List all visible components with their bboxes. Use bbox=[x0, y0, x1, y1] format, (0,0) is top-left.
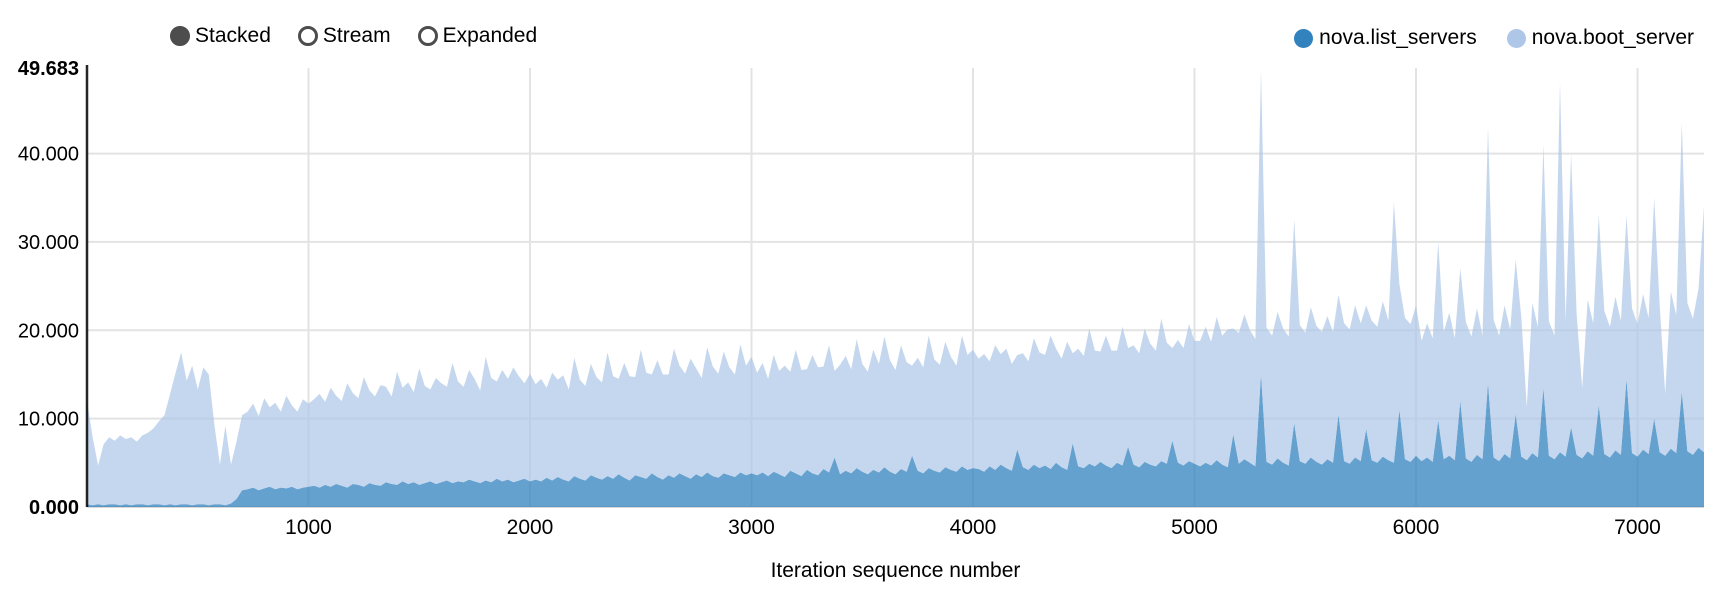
y-axis-tick-label: 49.683 bbox=[18, 58, 79, 80]
chart-mode-controls: Stacked Stream Expanded bbox=[170, 24, 537, 48]
area-nova-boot-server[interactable] bbox=[87, 69, 1704, 506]
series-color-dot-icon bbox=[1294, 28, 1314, 48]
y-axis-tick-label: 40.000 bbox=[18, 144, 79, 166]
radio-unselected-icon bbox=[417, 26, 438, 46]
legend-item-list-servers[interactable]: nova.list_servers bbox=[1294, 26, 1477, 50]
y-axis-tick-label: 10.000 bbox=[18, 409, 79, 431]
area-nova-list-servers[interactable] bbox=[87, 374, 1704, 508]
y-axis-tick-label: 30.000 bbox=[18, 232, 79, 254]
radio-unselected-icon bbox=[297, 26, 318, 46]
legend-label: nova.boot_server bbox=[1531, 26, 1694, 49]
legend-item-boot-server[interactable]: nova.boot_server bbox=[1506, 26, 1694, 50]
x-axis-tick-label: 5000 bbox=[1171, 516, 1218, 539]
chart-legend: nova.list_servers nova.boot_server bbox=[1294, 26, 1694, 50]
y-axis-tick-label: 0.000 bbox=[29, 497, 79, 519]
control-stream-label: Stream bbox=[322, 24, 391, 47]
x-axis-tick-label: 2000 bbox=[507, 516, 554, 539]
x-axis-tick-label: 7000 bbox=[1614, 516, 1661, 539]
radio-selected-icon bbox=[170, 26, 190, 46]
control-expanded[interactable]: Expanded bbox=[417, 24, 538, 48]
control-stacked-label: Stacked bbox=[195, 24, 271, 47]
x-axis-tick-label: 1000 bbox=[285, 516, 332, 539]
series-color-dot-icon bbox=[1506, 28, 1526, 48]
control-stacked[interactable]: Stacked bbox=[170, 24, 271, 48]
x-axis-tick-label: 4000 bbox=[950, 516, 997, 539]
x-axis-tick-label: 3000 bbox=[728, 516, 775, 539]
x-axis-tick-label: 6000 bbox=[1393, 516, 1440, 539]
control-stream[interactable]: Stream bbox=[297, 24, 391, 48]
control-expanded-label: Expanded bbox=[442, 24, 538, 47]
legend-label: nova.list_servers bbox=[1319, 26, 1477, 49]
y-axis-tick-label: 20.000 bbox=[18, 320, 79, 342]
x-axis-title: Iteration sequence number bbox=[770, 559, 1021, 582]
